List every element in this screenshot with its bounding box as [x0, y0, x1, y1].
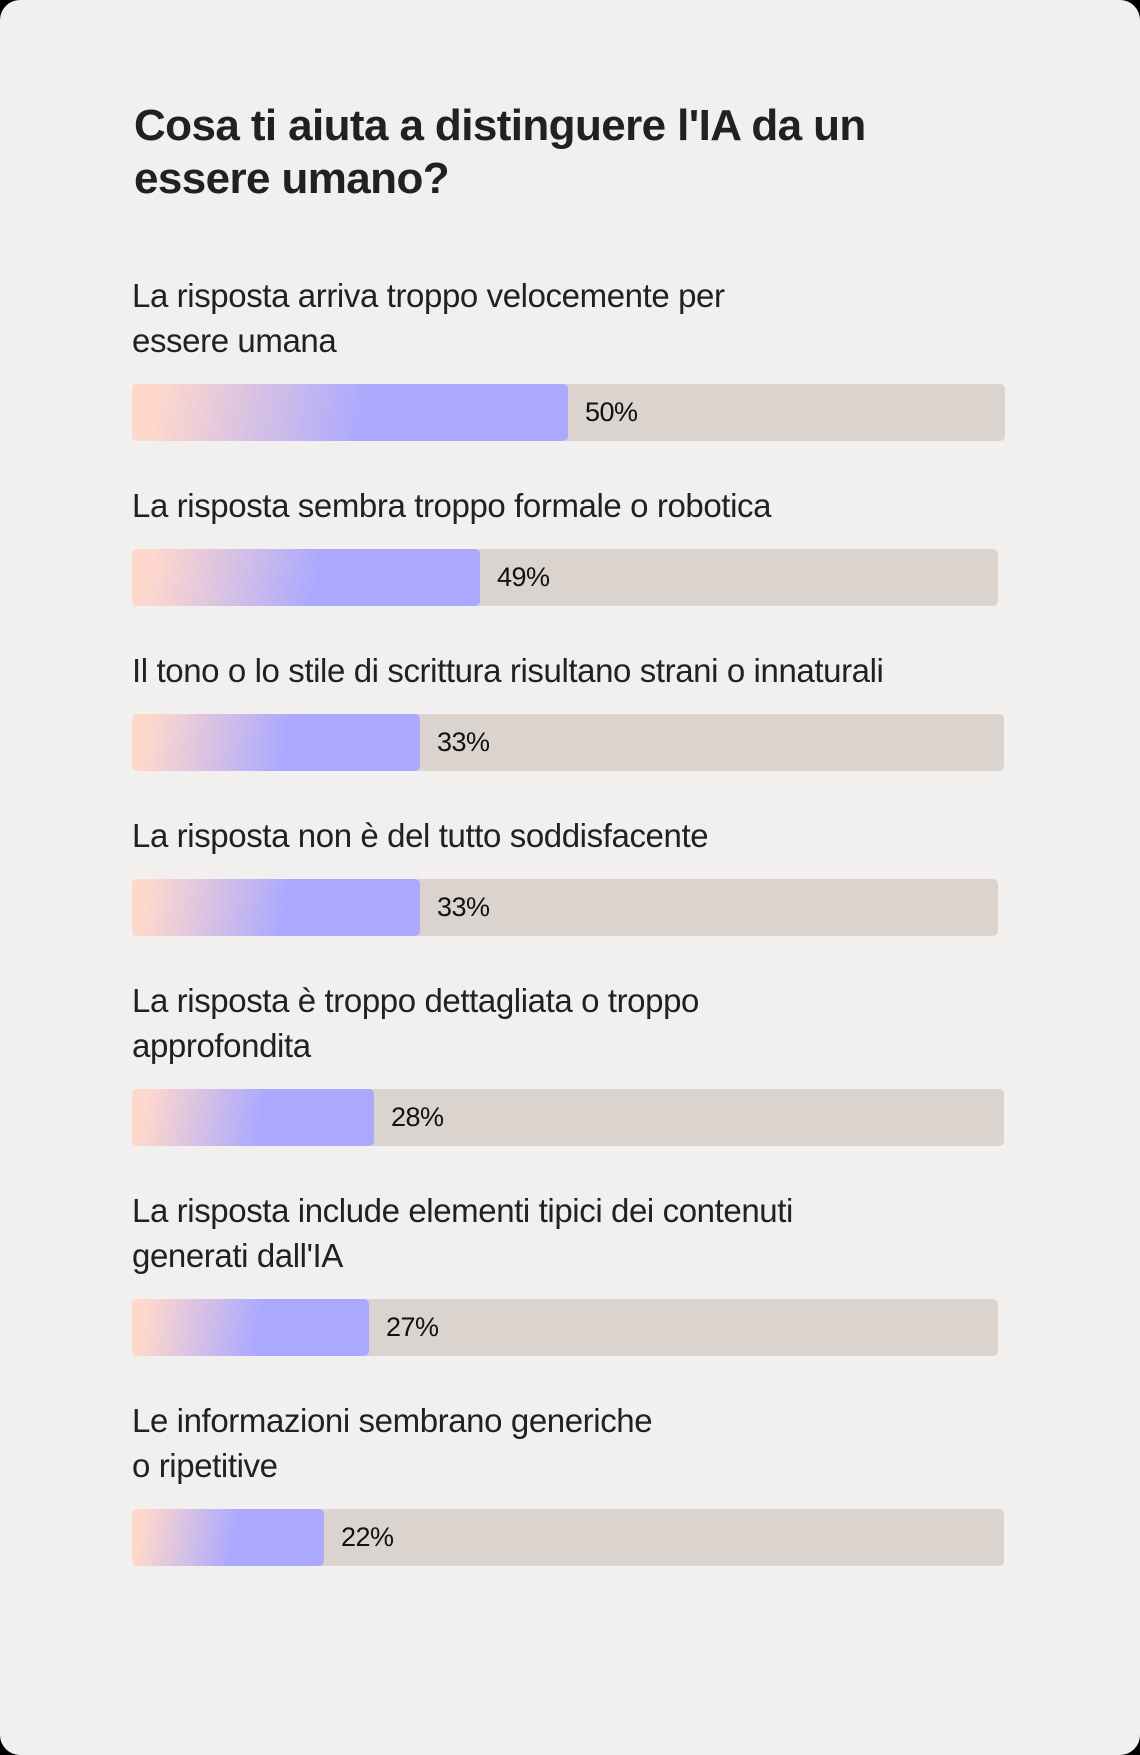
bar-value-label: 33%: [437, 727, 490, 757]
bar-value-label: 22%: [341, 1522, 394, 1552]
bar-fill: [132, 714, 420, 771]
bar-track: 33%: [132, 714, 1004, 771]
bar-track: 33%: [132, 879, 998, 936]
bar-value-label: 27%: [386, 1312, 439, 1342]
bar-item: Le informazioni sembrano generiche o rip…: [132, 1398, 1032, 1566]
bar-track: 50%: [132, 384, 1005, 441]
bar-track: 28%: [132, 1089, 1004, 1146]
bar-fill: [132, 549, 480, 606]
bar-item: La risposta non è del tutto soddisfacent…: [132, 813, 1032, 936]
bar-track: 22%: [132, 1509, 1004, 1566]
bar-fill: [132, 879, 420, 936]
bar-fill: [132, 384, 568, 441]
bar-value-label: 50%: [585, 397, 638, 427]
bar-value-label: 49%: [497, 562, 550, 592]
bar-label: La risposta sembra troppo formale o robo…: [132, 487, 772, 524]
bar-fill: [132, 1509, 324, 1566]
bar-fill: [132, 1089, 374, 1146]
bar-item: Il tono o lo stile di scrittura risultan…: [132, 648, 1032, 771]
bar-label: Il tono o lo stile di scrittura risultan…: [132, 652, 884, 689]
bar-label: La risposta è troppo dettagliata o tropp…: [132, 982, 699, 1064]
bar-label: La risposta arriva troppo velocemente pe…: [132, 277, 725, 359]
bar-value-label: 28%: [391, 1102, 444, 1132]
bar-item: La risposta sembra troppo formale o robo…: [132, 483, 1032, 606]
bar-label: La risposta non è del tutto soddisfacent…: [132, 817, 709, 854]
bar-track: 49%: [132, 549, 998, 606]
bar-label: Le informazioni sembrano generiche o rip…: [132, 1402, 653, 1484]
bar-item: La risposta include elementi tipici dei …: [132, 1188, 1032, 1356]
bar-item: La risposta è troppo dettagliata o tropp…: [132, 978, 1032, 1146]
bar-value-label: 33%: [437, 892, 490, 922]
bar-label: La risposta include elementi tipici dei …: [132, 1192, 793, 1274]
bar-item: La risposta arriva troppo velocemente pe…: [132, 273, 1032, 441]
bar-fill: [132, 1299, 369, 1356]
bar-track: 27%: [132, 1299, 998, 1356]
chart-title: Cosa ti aiuta a distinguere l'IA da un e…: [134, 101, 866, 203]
